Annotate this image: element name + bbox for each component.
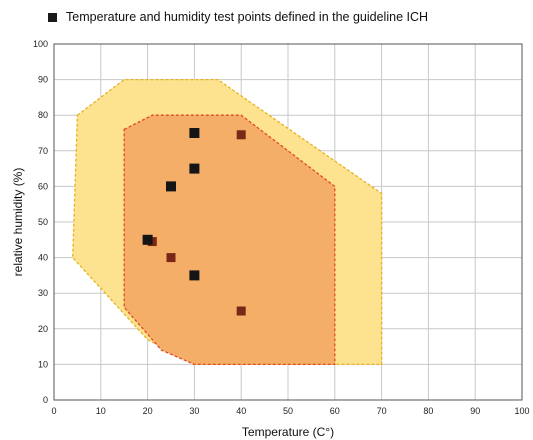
y-axis-label: relative humidity (%) — [11, 168, 25, 277]
y-tick-label: 100 — [33, 39, 48, 49]
y-tick-label: 10 — [38, 359, 48, 369]
inner-region — [123, 114, 336, 366]
y-tick-label: 60 — [38, 181, 48, 191]
x-tick-label: 40 — [236, 406, 246, 416]
y-tick-labels: 0 10 20 30 40 50 60 70 80 90 100 — [33, 39, 48, 405]
y-tick-label: 90 — [38, 75, 48, 85]
y-tick-label: 30 — [38, 288, 48, 298]
data-point — [236, 306, 246, 316]
y-tick-label: 40 — [38, 253, 48, 263]
x-tick-label: 80 — [423, 406, 433, 416]
plot-frame — [53, 43, 523, 401]
legend-square-icon — [48, 12, 57, 22]
data-points — [142, 128, 246, 316]
x-tick-label: 70 — [377, 406, 387, 416]
x-tick-label: 10 — [96, 406, 106, 416]
x-axis-label: Temperature (C°) — [242, 425, 334, 439]
data-point — [189, 270, 200, 281]
legend: Temperature and humidity test points def… — [48, 10, 428, 24]
data-point — [166, 181, 176, 192]
y-tick-label: 0 — [43, 395, 48, 405]
x-tick-label: 90 — [470, 406, 480, 416]
x-tick-label: 50 — [283, 406, 293, 416]
x-tick-label: 60 — [330, 406, 340, 416]
y-tick-label: 50 — [38, 217, 48, 227]
y-tick-label: 20 — [38, 324, 48, 334]
data-point — [236, 130, 246, 140]
data-point — [166, 253, 176, 263]
data-point — [189, 163, 200, 174]
data-point — [189, 128, 200, 138]
x-tick-label: 20 — [143, 406, 153, 416]
data-point — [142, 234, 153, 245]
legend-label: Temperature and humidity test points def… — [66, 10, 429, 24]
y-tick-label: 80 — [38, 110, 48, 120]
x-tick-label: 30 — [189, 406, 199, 416]
y-tick-label: 70 — [38, 146, 48, 156]
condition-regions — [72, 78, 383, 366]
x-tick-label: 100 — [514, 406, 529, 416]
x-tick-label: 0 — [51, 406, 56, 416]
x-tick-labels: 0 10 20 30 40 50 60 70 80 90 100 — [51, 406, 529, 416]
